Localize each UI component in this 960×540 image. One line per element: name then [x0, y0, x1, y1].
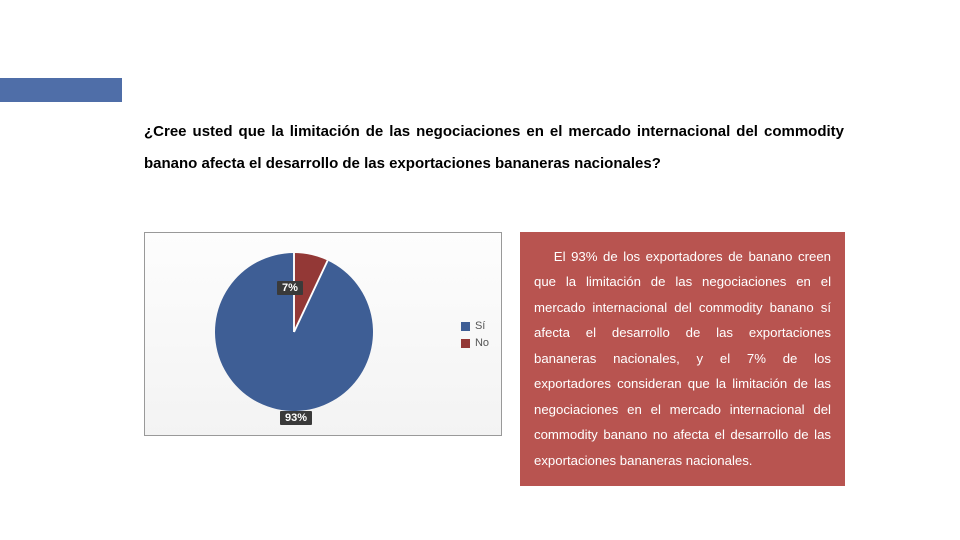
- pie-wrap: [215, 253, 373, 411]
- legend-label: Sí: [475, 320, 485, 332]
- data-label-no: 7%: [277, 281, 303, 295]
- answer-text: El 93% de los exportadores de banano cre…: [534, 244, 831, 473]
- question-text: ¿Cree usted que la limitación de las neg…: [144, 116, 844, 179]
- accent-bar: [0, 78, 122, 102]
- slide: ¿Cree usted que la limitación de las neg…: [0, 0, 960, 540]
- chart-legend: Sí No: [461, 320, 489, 354]
- answer-box: El 93% de los exportadores de banano cre…: [520, 232, 845, 486]
- data-label-si: 93%: [280, 411, 312, 425]
- legend-label: No: [475, 337, 489, 349]
- legend-swatch-icon: [461, 339, 470, 348]
- legend-item-no: No: [461, 337, 489, 349]
- legend-swatch-icon: [461, 322, 470, 331]
- pie-chart: [215, 253, 373, 411]
- legend-item-si: Sí: [461, 320, 489, 332]
- pie-chart-container: 7% 93% Sí No: [144, 232, 502, 436]
